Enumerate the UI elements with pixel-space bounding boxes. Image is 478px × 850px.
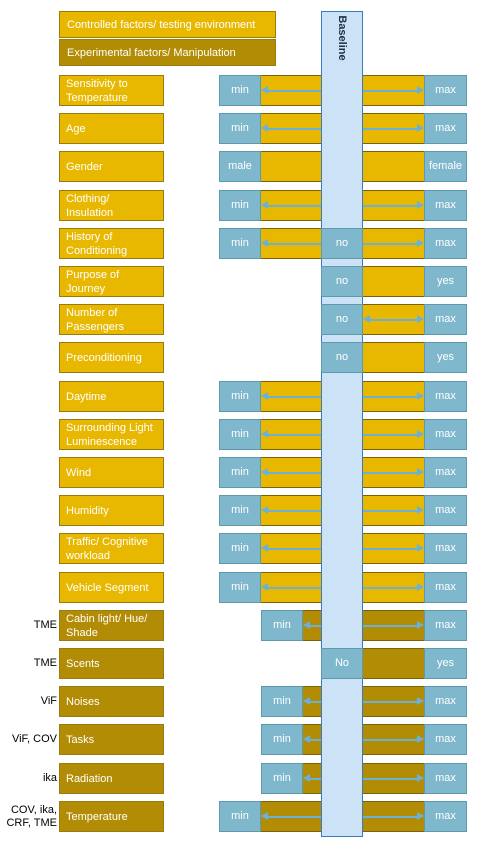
range-max-box: max [424,419,467,450]
factor-label-text: Age [66,122,86,135]
source-tag: TME [33,619,57,631]
baseline-column: Baseline [321,11,363,837]
source-tag: ika [42,772,57,784]
factor-label-text: Vehicle Segment [66,581,149,594]
factor-label-text: Daytime [66,390,107,403]
factor-label-wind: Wind [59,457,164,488]
factor-label-text: Wind [66,466,92,479]
factor-label-text: Tasks [66,733,95,746]
range-min-box: min [219,75,261,106]
range-max-box: max [424,381,467,412]
factor-label-text: Surrounding Light Luminescence [66,421,153,448]
factor-label-history-of-conditioning: History of Conditioning [59,228,164,259]
baseline-label: Baseline [336,15,348,61]
range-min-box: min [219,228,261,259]
double-arrow-icon [303,736,424,742]
factor-label-text: Traffic/ Cognitive workload [66,535,148,562]
factor-label-cabin-light-hue-shade: Cabin light/ Hue/ Shade [59,610,164,641]
factor-label-surrounding-light-luminescence: Surrounding Light Luminescence [59,419,164,450]
range-max-box: max [424,610,467,641]
range-max-box: max [424,190,467,221]
double-arrow-icon [303,698,424,704]
range-min-box: min [261,763,303,794]
range-max-box: max [424,304,467,335]
range-min-box: min [219,419,261,450]
range-min-box: min [219,495,261,526]
baseline-value-box: no [321,304,363,335]
factor-label-text: Temperature [66,810,128,823]
range-min-box: min [219,381,261,412]
factor-label-text: Scents [66,657,100,670]
factor-label-text: Sensitivity to Temperature [66,77,128,104]
range-min-box: male [219,151,261,182]
baseline-value-box: no [321,342,363,373]
range-min-box: min [219,801,261,832]
double-arrow-icon [303,622,424,628]
source-tag: TME [33,657,57,669]
range-min-box: min [219,113,261,144]
factor-label-temperature: Temperature [59,801,164,832]
factor-label-text: Preconditioning [66,351,142,364]
range-min-box: min [219,457,261,488]
factor-label-text: Humidity [66,504,109,517]
factor-label-text: Number of Passengers [66,306,125,333]
legend-experimental: Experimental factors/ Manipulation [59,39,276,66]
factor-label-clothing-insulation: Clothing/ Insulation [59,190,164,221]
range-min-box: min [219,533,261,564]
range-max-box: max [424,686,467,717]
factor-label-gender: Gender [59,151,164,182]
source-tag: COV, ika, CRF, TME [6,803,57,829]
range-max-box: max [424,763,467,794]
range-min-box: min [261,724,303,755]
factor-label-tasks: Tasks [59,724,164,755]
legend-controlled: Controlled factors/ testing environment [59,11,276,38]
factor-label-age: Age [59,113,164,144]
factor-label-sensitivity-to-temperature: Sensitivity to Temperature [59,75,164,106]
range-max-box: max [424,801,467,832]
factor-label-text: Clothing/ Insulation [66,192,114,219]
range-max-box: max [424,495,467,526]
range-min-box: min [261,686,303,717]
factor-label-traffic-cognitive-workload: Traffic/ Cognitive workload [59,533,164,564]
range-max-box: max [424,457,467,488]
range-max-box: max [424,724,467,755]
factor-label-radiation: Radiation [59,763,164,794]
double-arrow-icon [303,775,424,781]
range-max-box: female [424,151,467,182]
factor-label-noises: Noises [59,686,164,717]
factor-label-preconditioning: Preconditioning [59,342,164,373]
factor-label-text: Cabin light/ Hue/ Shade [66,612,148,639]
double-arrow-icon [363,316,424,322]
factor-label-text: Radiation [66,772,113,785]
baseline-value-box: no [321,228,363,259]
factor-label-number-of-passengers: Number of Passengers [59,304,164,335]
factor-label-vehicle-segment: Vehicle Segment [59,572,164,603]
range-min-box: min [219,572,261,603]
factor-label-humidity: Humidity [59,495,164,526]
factor-label-daytime: Daytime [59,381,164,412]
range-min-box: min [261,610,303,641]
range-max-box: yes [424,342,467,373]
range-max-box: max [424,572,467,603]
baseline-value-box: No [321,648,363,679]
range-max-box: max [424,75,467,106]
baseline-value-box: no [321,266,363,297]
factor-label-text: History of Conditioning [66,230,128,257]
range-max-box: max [424,533,467,564]
range-max-box: yes [424,266,467,297]
range-max-box: max [424,228,467,259]
range-max-box: max [424,113,467,144]
range-max-box: yes [424,648,467,679]
factor-label-scents: Scents [59,648,164,679]
factor-label-text: Purpose of Journey [66,268,120,295]
factor-label-purpose-of-journey: Purpose of Journey [59,266,164,297]
source-tag: ViF [40,695,57,707]
range-min-box: min [219,190,261,221]
source-tag: ViF, COV [11,733,57,745]
factor-label-text: Noises [66,695,100,708]
factor-label-text: Gender [66,160,103,173]
